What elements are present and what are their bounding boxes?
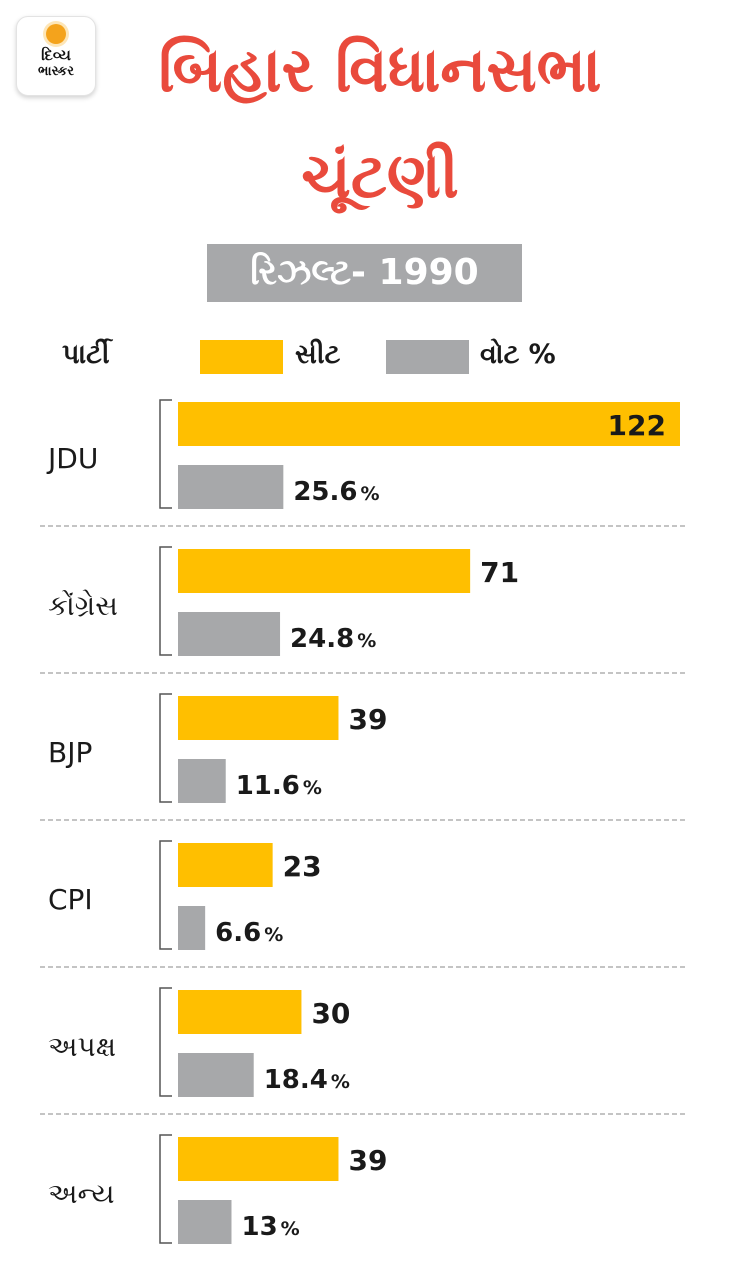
- seats-bar: [178, 1137, 339, 1181]
- votes-value-label: 24.8%: [290, 624, 376, 654]
- seats-value-label: 39: [348, 703, 387, 736]
- category-label: અન્ય: [48, 1177, 115, 1210]
- page-title-line2: ચૂંટણી: [301, 139, 459, 212]
- seats-value-label: 30: [311, 997, 350, 1030]
- logo-text-line1: દિવ્ય: [41, 46, 71, 64]
- row-bracket: [159, 840, 172, 950]
- legend-votes-swatch: [386, 340, 469, 374]
- percent-sign: %: [303, 777, 322, 799]
- legend-votes-label: વોટ %: [480, 339, 556, 370]
- row-bracket: [159, 399, 172, 509]
- seats-bar: [178, 990, 302, 1034]
- sun-icon: [46, 24, 66, 44]
- votes-value-label: 11.6%: [236, 771, 322, 801]
- seats-bar: [178, 843, 273, 887]
- votes-value-label: 25.6%: [293, 477, 379, 507]
- category-label: BJP: [48, 736, 92, 769]
- percent-sign: %: [357, 630, 376, 652]
- votes-bar: [178, 1053, 254, 1097]
- category-label: CPI: [48, 883, 93, 916]
- votes-bar: [178, 465, 284, 509]
- row-bracket: [159, 546, 172, 656]
- percent-sign: %: [281, 1218, 300, 1240]
- seats-bar: [178, 402, 680, 446]
- percent-sign: %: [360, 483, 379, 505]
- seats-value-label: 39: [348, 1144, 387, 1177]
- legend-seats-swatch: [200, 340, 283, 374]
- seats-value-label: 23: [283, 850, 322, 883]
- votes-bar: [178, 1200, 232, 1244]
- row-bracket: [159, 1134, 172, 1244]
- category-label: અપક્ષ: [48, 1030, 116, 1063]
- category-label: JDU: [46, 442, 98, 475]
- page-title-line1: બિહાર વિધાનસભા: [158, 33, 602, 106]
- votes-bar: [178, 906, 206, 950]
- seats-value-label: 71: [480, 556, 519, 589]
- votes-value-label: 18.4%: [264, 1065, 350, 1095]
- logo-text-line2: ભાસ્કર: [38, 64, 74, 79]
- divya-bhaskar-logo: દિવ્ય ભાસ્કર: [16, 16, 96, 96]
- legend-seats-label: સીટ: [295, 339, 341, 370]
- votes-value-label: 13%: [241, 1212, 299, 1242]
- votes-bar: [178, 759, 226, 803]
- votes-bar: [178, 612, 281, 656]
- row-bracket: [159, 987, 172, 1097]
- percent-sign: %: [264, 924, 283, 946]
- seats-bar: [178, 696, 339, 740]
- category-label: કોંગ્રેસ: [48, 589, 118, 622]
- seats-value-label: 122: [608, 409, 666, 442]
- row-bracket: [159, 693, 172, 803]
- votes-value-label: 6.6%: [215, 918, 283, 948]
- percent-sign: %: [331, 1071, 350, 1093]
- result-year-banner: રિઝલ્ટ- 1990: [207, 244, 522, 302]
- legend-party-label: પાર્ટી: [62, 339, 110, 370]
- seats-bar: [178, 549, 471, 593]
